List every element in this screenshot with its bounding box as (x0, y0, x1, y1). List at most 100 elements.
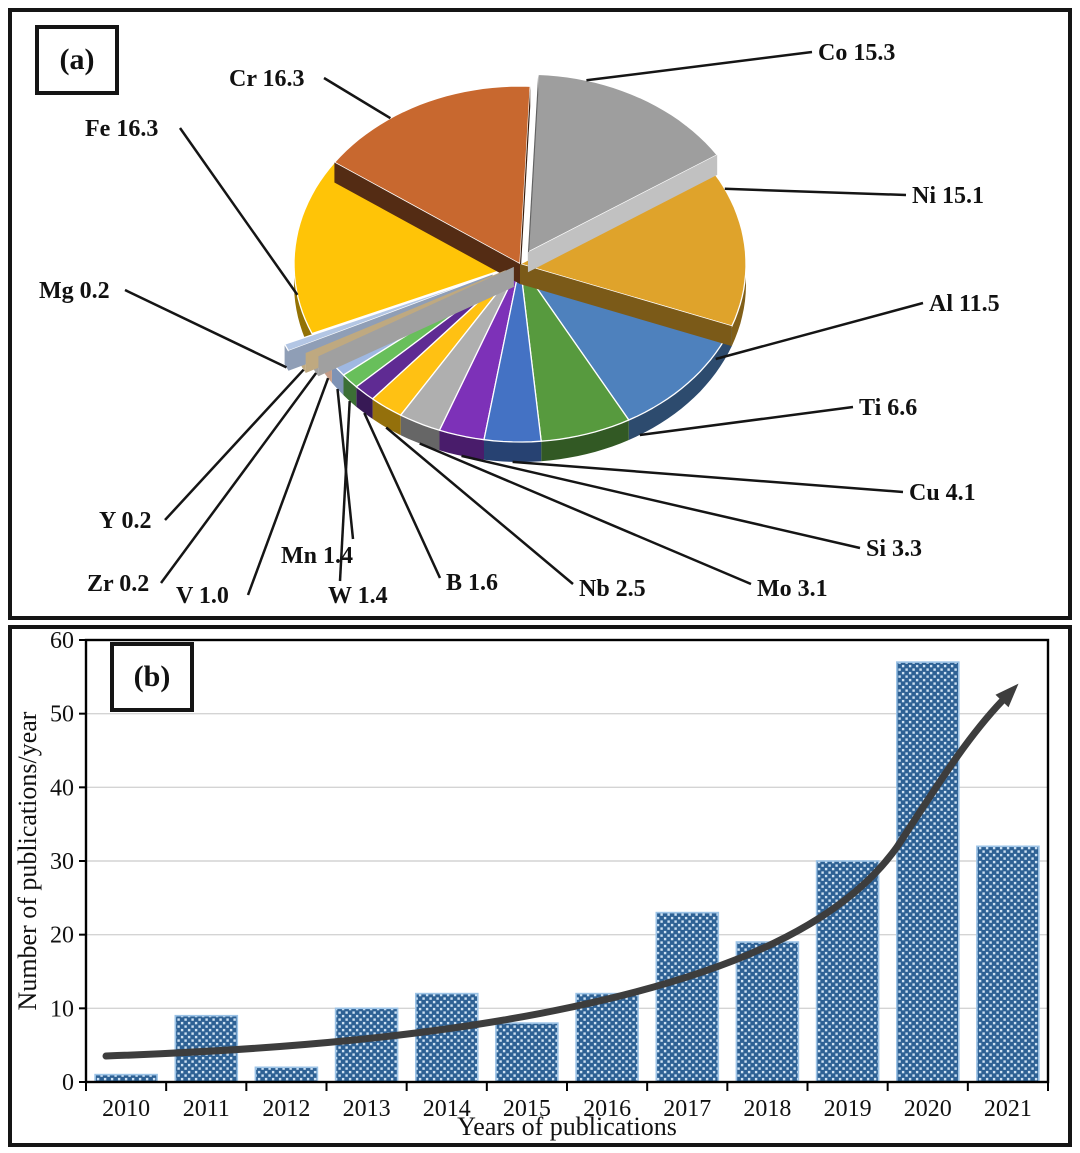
x-tick-label-2012: 2012 (262, 1096, 310, 1122)
pie-leader-line-si (461, 454, 861, 550)
pie-leader-line-v (246, 377, 330, 596)
x-axis-title: Years of publications (457, 1112, 677, 1141)
bar-2014 (414, 992, 479, 1083)
x-tick-label-2019: 2019 (824, 1096, 872, 1122)
pie-slice-wall-mg (284, 344, 289, 371)
pie-slice-ni (519, 166, 747, 327)
pie-leader-line-mn (336, 388, 355, 540)
y-axis-title: Number of publications/year (13, 711, 42, 1010)
x-tick-label-2018: 2018 (743, 1096, 791, 1122)
x-tick-label-2020: 2020 (904, 1096, 952, 1122)
pie-label-co: Co 15.3 (818, 40, 895, 66)
y-tick-label-30: 30 (50, 849, 74, 875)
y-tick-label-60: 60 (50, 629, 74, 654)
pie-leader-line-ni (724, 187, 907, 197)
pie-slice-wall-nb (372, 398, 401, 436)
pie-slice-wall-mo (400, 415, 440, 451)
pie-slice-wall-ni (731, 257, 746, 347)
y-tick-label-50: 50 (50, 702, 74, 728)
pie-label-mg: Mg 0.2 (39, 278, 110, 304)
x-tick-label-2013: 2013 (343, 1096, 391, 1122)
pie-slice-wall-b (356, 386, 373, 419)
bar-2013 (334, 1007, 399, 1083)
pie-leader-line-w (338, 401, 351, 582)
pie-slice-wall-w (343, 375, 357, 407)
pie-slice-co (527, 73, 718, 253)
pie-slice-wall-al (628, 326, 732, 440)
pie-slice-wall-fe (294, 251, 312, 354)
pie-chart-3d: Co 15.3 Ni 15.1 Al 11.5 Ti 6.6 Cu 4.1 Si 3.3 M… (39, 40, 1000, 609)
pie-slice-cu (483, 263, 542, 443)
pie-leader-line-al (715, 301, 924, 361)
panel-b-tag-label: (b) (133, 660, 171, 693)
panel-b-bar: (b) 0 10 20 30 40 50 60 2010 2011 2012 2013 2014 201… (8, 625, 1072, 1147)
pie-slice-wall-mn (331, 362, 344, 396)
pie-leader-line-mg (124, 288, 288, 369)
pie-leader-line-nb (385, 426, 574, 585)
pie-label-y: Y 0.2 (99, 508, 151, 534)
pie-slice-edge-zr (318, 266, 514, 377)
pie-label-mn: Mn 1.4 (281, 543, 353, 569)
panel-a-pie: (a) Co 15.3 Ni 15.1 Al 11.5 Ti 6.6 Cu 4.1 Si … (8, 8, 1072, 620)
pie-label-cr: Cr 16.3 (229, 66, 305, 92)
y-tick-label-40: 40 (50, 775, 74, 801)
pie-slice-edge-co (527, 154, 718, 273)
pie-slice-wall-si (439, 430, 484, 460)
x-tick-label-2016: 2016 (583, 1096, 631, 1122)
bar-2018 (735, 941, 800, 1083)
pie-slice-edge-cr (520, 86, 531, 285)
pie-slice-mo (400, 263, 521, 431)
pie-label-nb: Nb 2.5 (579, 576, 646, 602)
pie-slice-edge-cr (334, 162, 520, 284)
pie-leader-line-cu (512, 460, 904, 494)
x-tick-label-2011: 2011 (183, 1096, 230, 1122)
pie-slice-wall-cu (484, 439, 542, 462)
x-tick-label-2010: 2010 (102, 1096, 150, 1122)
pie-leader-line-ti (639, 405, 854, 437)
x-tick-label-2014: 2014 (423, 1096, 471, 1122)
trend-arrow-head (995, 683, 1019, 708)
pie-slice-edge-co (527, 74, 539, 273)
pie-leader-line-b (363, 412, 442, 579)
x-tick-label-2017: 2017 (663, 1096, 711, 1122)
pie-slice-fe (293, 161, 521, 335)
pie-label-w: W 1.4 (328, 583, 388, 609)
bar-2012 (254, 1066, 319, 1083)
pie-leader-line-co (586, 50, 813, 82)
pie-label-zr: Zr 0.2 (87, 571, 149, 597)
pie-slice-edge-ni (520, 264, 732, 347)
x-tick-label-2021: 2021 (984, 1096, 1032, 1122)
y-tick-label-0: 0 (62, 1070, 74, 1096)
panel-a-tag-label: (a) (59, 43, 95, 76)
pie-leader-line-y (164, 368, 305, 521)
x-tick-label-2015: 2015 (503, 1096, 551, 1122)
pie-label-al: Al 11.5 (929, 291, 1000, 317)
panel-a-tag: (a) (35, 25, 119, 95)
pie-label-ni: Ni 15.1 (912, 183, 984, 209)
pie-label-cu: Cu 4.1 (909, 480, 976, 506)
pie-label-si: Si 3.3 (866, 536, 922, 562)
pie-leader-line-zr (159, 372, 318, 584)
bar-2016 (575, 992, 639, 1083)
pie-label-v: V 1.0 (176, 583, 229, 609)
bar-chart: 0 10 20 30 40 50 60 2010 2011 2012 2013 2014 2015 201… (13, 629, 1050, 1141)
pie-label-fe: Fe 16.3 (85, 116, 158, 142)
bar-2021 (976, 845, 1040, 1083)
pie-leader-line-fe (178, 127, 299, 296)
panel-b-tag: (b) (110, 642, 194, 712)
pie-slice-ti (519, 263, 630, 442)
y-tick-label-10: 10 (50, 996, 74, 1022)
trend-arrow (102, 697, 1006, 1060)
pie-slice-cr (333, 85, 531, 265)
pie-slice-wall-ti (541, 420, 629, 462)
bar-2017 (655, 911, 720, 1083)
bar-2015 (495, 1022, 559, 1083)
pie-label-b: B 1.6 (446, 570, 498, 596)
pie-slice-si (438, 263, 521, 441)
pie-leader-line-cr (323, 76, 392, 120)
pie-label-ti: Ti 6.6 (859, 395, 917, 421)
bar-2019 (815, 860, 880, 1083)
pie-leader-line-mo (419, 442, 752, 586)
y-tick-label-20: 20 (50, 923, 74, 949)
pie-label-mo: Mo 3.1 (757, 576, 828, 602)
